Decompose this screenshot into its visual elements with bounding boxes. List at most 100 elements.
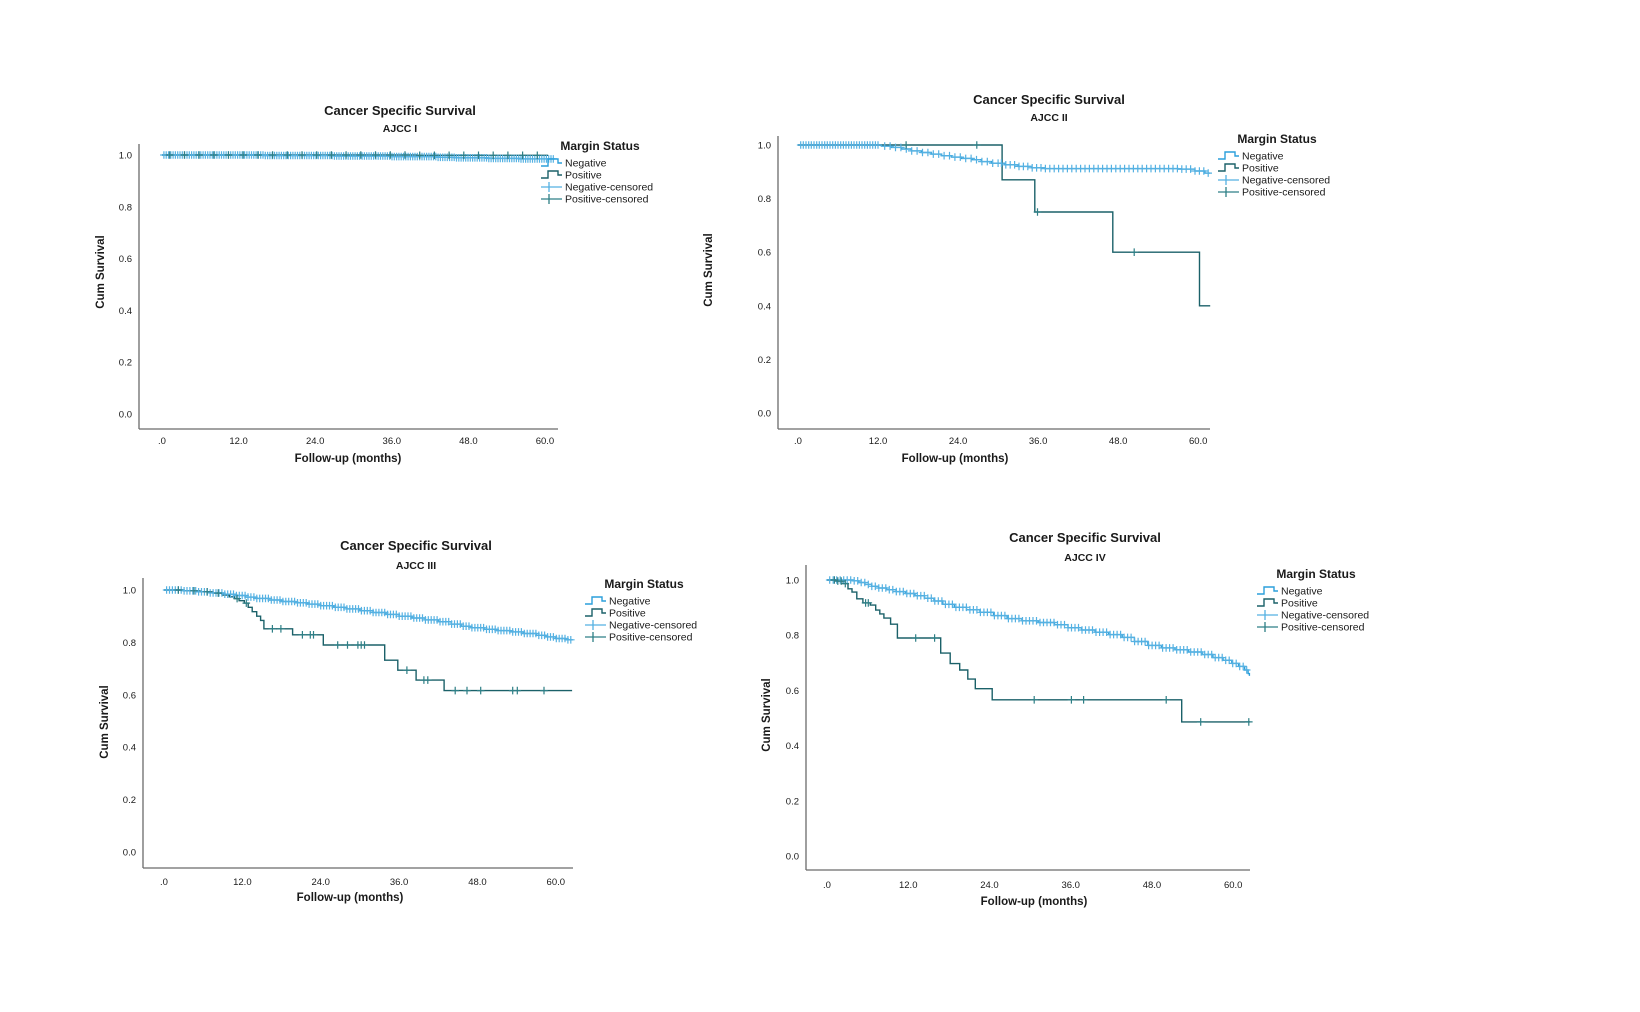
survival-curve-positive xyxy=(164,589,573,692)
legend: Margin Status Negative Positive Negative… xyxy=(1218,132,1330,199)
legend-item-label: Positive xyxy=(609,608,646,620)
y-tick-label: 0.0 xyxy=(123,848,136,859)
x-tick-label: 48.0 xyxy=(1143,880,1162,891)
y-tick-label: 0.8 xyxy=(123,638,136,649)
x-axis-label: Follow-up (months) xyxy=(902,453,1009,465)
legend-swatch-positive-censored-icon xyxy=(541,194,562,204)
plot-area: .0 12.0 24.0 36.0 48.0 60.0 0.0 0.2 0.4 0.6 0.8 1.0 xyxy=(786,565,1253,891)
x-axis-label: Follow-up (months) xyxy=(295,453,402,465)
legend-title: Margin Status xyxy=(560,139,640,153)
x-tick-label: 60.0 xyxy=(1224,880,1243,891)
chart-subtitle: AJCC I xyxy=(383,123,418,135)
chart-title: Cancer Specific Survival xyxy=(340,538,492,553)
x-tick-label: 12.0 xyxy=(233,877,252,888)
chart-title: Cancer Specific Survival xyxy=(973,92,1125,107)
legend-swatch-negative-icon xyxy=(1218,151,1239,160)
chart-subtitle: AJCC IV xyxy=(1064,552,1105,564)
x-tick-label: 36.0 xyxy=(1061,880,1080,891)
y-tick-label: 0.0 xyxy=(758,409,771,420)
plot-area: .0 12.0 24.0 36.0 48.0 60.0 0.0 0.2 0.4 0.6 0.8 1.0 xyxy=(119,144,558,447)
survival-curve-positive xyxy=(827,579,1251,723)
x-tick-label: .0 xyxy=(823,880,831,891)
y-tick-label: 1.0 xyxy=(119,151,132,162)
censor-marks-positive xyxy=(174,586,548,695)
x-tick-label: 36.0 xyxy=(1029,436,1048,447)
legend-item-label: Negative xyxy=(1242,151,1284,163)
y-tick-label: 0.8 xyxy=(786,631,799,642)
x-tick-label: 48.0 xyxy=(468,877,487,888)
y-tick-label: 1.0 xyxy=(123,586,136,597)
x-tick-label: 12.0 xyxy=(899,880,918,891)
legend-item-label: Positive-censored xyxy=(1281,622,1365,634)
legend-item-label: Negative xyxy=(1281,586,1323,598)
y-axis-label: Cum Survival xyxy=(99,685,111,759)
legend-title: Margin Status xyxy=(1237,132,1317,146)
y-tick-label: 0.6 xyxy=(758,248,771,259)
y-tick-label: 0.8 xyxy=(119,202,132,213)
legend-title: Margin Status xyxy=(604,577,684,591)
censor-marks-positive xyxy=(165,151,542,160)
survival-curve-positive xyxy=(798,144,1211,307)
y-tick-label: 0.6 xyxy=(786,686,799,697)
legend-swatch-positive-icon xyxy=(1257,598,1278,607)
legend-item-label: Negative-censored xyxy=(565,182,653,194)
y-tick-label: 0.6 xyxy=(119,254,132,265)
censor-marks-positive xyxy=(830,576,1253,726)
x-tick-label: 12.0 xyxy=(869,436,888,447)
x-tick-label: 48.0 xyxy=(459,436,478,447)
plot-area: .0 12.0 24.0 36.0 48.0 60.0 0.0 0.2 0.4 0.6 0.8 1.0 xyxy=(123,578,575,888)
legend: Margin Status Negative Positive Negative… xyxy=(541,139,653,206)
legend-swatch-negative-censored-icon xyxy=(585,620,606,630)
y-tick-label: 0.4 xyxy=(786,741,799,752)
y-tick-label: 0.4 xyxy=(123,743,136,754)
legend-swatch-positive-censored-icon xyxy=(1257,622,1278,632)
chart-subtitle: AJCC III xyxy=(396,560,436,572)
legend: Margin Status Negative Positive Negative… xyxy=(585,577,697,644)
y-axis-label: Cum Survival xyxy=(761,678,773,752)
y-tick-label: 0.0 xyxy=(119,410,132,421)
x-tick-label: 24.0 xyxy=(949,436,968,447)
x-tick-label: 48.0 xyxy=(1109,436,1128,447)
x-axis-label: Follow-up (months) xyxy=(981,896,1088,908)
legend-swatch-negative-icon xyxy=(541,158,562,167)
y-tick-label: 0.6 xyxy=(123,690,136,701)
legend-swatch-negative-icon xyxy=(585,596,606,605)
censor-marks-negative xyxy=(825,576,1251,674)
x-tick-label: 24.0 xyxy=(980,880,999,891)
chart-subtitle: AJCC II xyxy=(1030,112,1067,124)
censor-marks-negative xyxy=(162,586,575,644)
chart-ajcc-i: Cancer Specific Survival AJCC I Cum Surv… xyxy=(95,103,653,465)
legend-item-label: Positive-censored xyxy=(565,194,649,206)
legend-swatches xyxy=(1257,586,1278,632)
y-tick-label: 0.2 xyxy=(123,795,136,806)
legend-swatches xyxy=(541,158,562,204)
chart-ajcc-ii: Cancer Specific Survival AJCC II Cum Sur… xyxy=(703,92,1330,465)
chart-title: Cancer Specific Survival xyxy=(1009,530,1161,545)
survival-curve-negative xyxy=(827,579,1251,676)
x-tick-label: .0 xyxy=(794,436,802,447)
x-tick-label: 36.0 xyxy=(390,877,409,888)
y-tick-label: 0.4 xyxy=(758,301,771,312)
legend-swatch-negative-censored-icon xyxy=(1218,175,1239,185)
legend-title: Margin Status xyxy=(1276,567,1356,581)
legend: Margin Status Negative Positive Negative… xyxy=(1257,567,1369,634)
chart-ajcc-iv: Cancer Specific Survival AJCC IV Cum Sur… xyxy=(761,530,1369,908)
y-tick-label: 0.0 xyxy=(786,852,799,863)
legend-item-label: Positive-censored xyxy=(609,632,693,644)
x-tick-label: 24.0 xyxy=(311,877,330,888)
y-tick-label: 1.0 xyxy=(758,141,771,152)
x-tick-label: 36.0 xyxy=(383,436,402,447)
legend-swatch-positive-icon xyxy=(585,608,606,617)
legend-swatches xyxy=(585,596,606,642)
x-tick-label: 60.0 xyxy=(1189,436,1208,447)
x-tick-label: .0 xyxy=(158,436,166,447)
y-axis-label: Cum Survival xyxy=(95,235,107,309)
y-tick-label: 0.2 xyxy=(119,358,132,369)
x-tick-label: 60.0 xyxy=(536,436,555,447)
legend-item-label: Negative-censored xyxy=(1281,610,1369,622)
legend-item-label: Negative-censored xyxy=(609,620,697,632)
legend-item-label: Negative xyxy=(565,158,607,170)
legend-item-label: Positive-censored xyxy=(1242,187,1326,199)
